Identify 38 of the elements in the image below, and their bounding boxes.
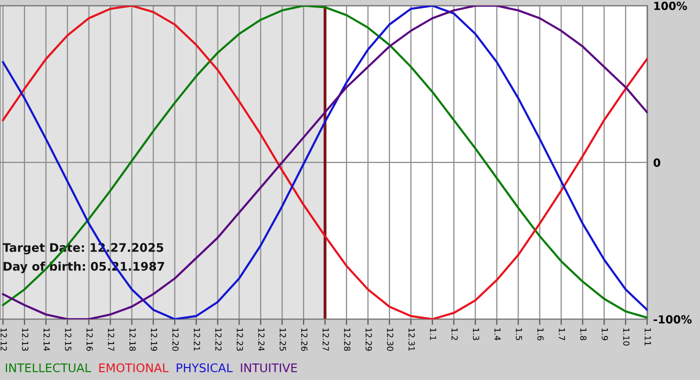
x-tick-label: 1.9 [602, 328, 608, 340]
x-tick-label: 12.30 [387, 328, 394, 351]
x-tick-label: 1.8 [580, 328, 587, 340]
y-tick-label: 0 [654, 158, 660, 167]
text: INTUITIVE [240, 363, 297, 372]
x-tick-label: 1.6 [537, 328, 544, 340]
text: EMOTIONAL [99, 363, 168, 372]
x-tick-label: 12.29 [366, 328, 372, 351]
x-tick-label: 12.13 [22, 328, 28, 351]
x-tick-label: 1.3 [472, 328, 480, 340]
x-tick-label: 1.7 [558, 328, 565, 340]
x-tick-label: 1.1 [430, 328, 436, 340]
x-tick-label: 1.5 [516, 328, 522, 340]
x-tick-label: 1.10 [623, 328, 630, 346]
x-tick-label: 12.18 [129, 328, 136, 351]
x-tick-label: 1.4 [494, 328, 501, 340]
x-tick-label: 12.31 [408, 328, 415, 351]
x-tick-label: 12.27 [322, 328, 329, 351]
x-tick-label: 12.21 [194, 328, 200, 351]
text: INTELLECTUAL [6, 363, 92, 372]
x-tick-label: 12.15 [64, 328, 72, 351]
y-tick-label: -100% [654, 315, 692, 324]
x-tick-label: 12.19 [150, 328, 158, 351]
x-tick-label: 12.16 [86, 328, 93, 351]
x-tick-label: 1.2 [452, 328, 458, 340]
x-tick-label: 1.11 [644, 328, 651, 346]
x-tick-label: 12.28 [344, 328, 350, 351]
x-tick-label: 12.25 [280, 328, 286, 351]
x-tick-label: 12.17 [108, 328, 114, 351]
y-tick-label: 100% [654, 2, 688, 10]
x-tick-label: 12.14 [44, 328, 50, 351]
text: PHYSICAL [176, 363, 233, 372]
x-tick-label: 12.26 [301, 328, 308, 351]
x-tick-label: 12.20 [172, 328, 179, 351]
x-tick-label: 12.12 [0, 328, 7, 351]
x-tick-label: 12.22 [215, 328, 222, 351]
x-tick-label: 12.24 [258, 328, 265, 351]
x-tick-label: 12.23 [236, 328, 244, 351]
